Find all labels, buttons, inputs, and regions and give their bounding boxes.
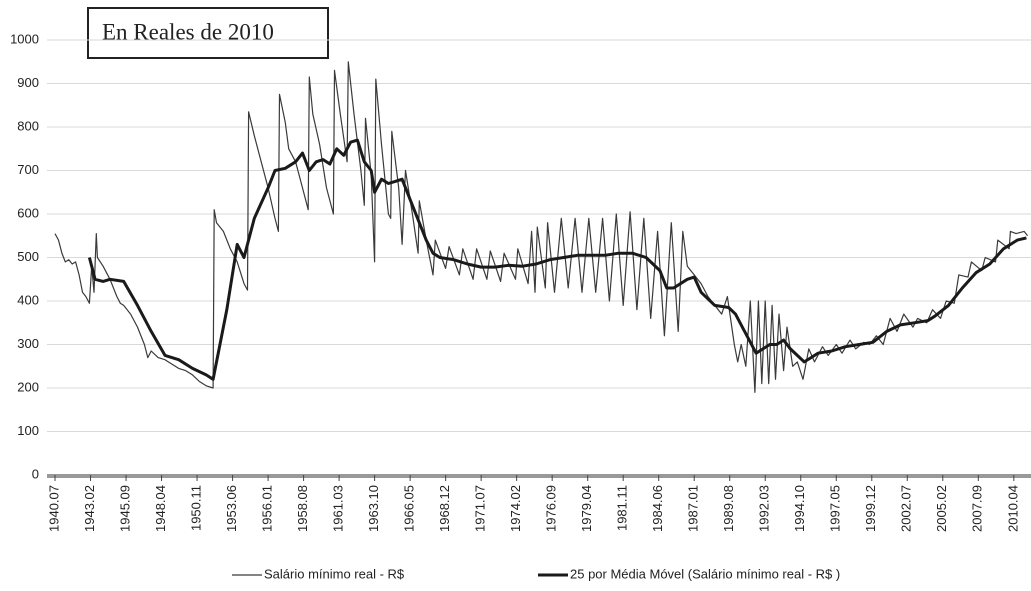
y-tick-label: 800 (17, 118, 39, 133)
y-tick-label: 600 (17, 205, 39, 220)
y-tick-label: 200 (17, 379, 39, 394)
x-tick-label: 1958.08 (295, 485, 310, 532)
x-axis (47, 474, 1031, 478)
x-tick-label: 1940.07 (46, 485, 61, 532)
x-tick-label: 1945.09 (117, 485, 132, 532)
x-tick-label: 1997.05 (828, 485, 843, 532)
chart-title: En Reales de 2010 (102, 19, 274, 44)
x-tick-label: 1989.08 (721, 485, 736, 532)
x-tick-label: 2007.09 (970, 485, 985, 532)
x-tick-label: 1956.01 (260, 485, 275, 532)
title-box (87, 7, 329, 59)
x-tick-label: 1974.02 (508, 485, 523, 532)
y-tick-label: 500 (17, 249, 39, 264)
legend-label: 25 por Média Móvel (Salário mínimo real … (570, 566, 840, 581)
x-tick-label: 1953.06 (224, 485, 239, 532)
y-tick-label: 1000 (10, 31, 39, 46)
y-tick-label: 300 (17, 336, 39, 351)
series-line (54, 61, 1029, 393)
x-tick-label: 1961.03 (331, 485, 346, 532)
x-tick-label: 1966.05 (402, 485, 417, 532)
x-tick-label: 1950.11 (189, 485, 204, 531)
series-line (87, 138, 1027, 381)
x-tick-label: 1948.04 (153, 485, 168, 532)
x-tick-label: 1984.06 (650, 485, 665, 532)
x-tick-label: 1976.09 (544, 485, 559, 532)
legend-label: Salário mínimo real - R$ (264, 566, 405, 581)
x-tick-label: 1943.02 (82, 485, 97, 532)
x-tick-label: 1987.01 (686, 485, 701, 532)
x-tick-label: 1971.07 (473, 485, 488, 532)
x-tick-label: 1963.10 (366, 485, 381, 532)
x-tick-label: 2010.04 (1005, 485, 1020, 532)
y-tick-label: 100 (17, 423, 39, 438)
y-tick-label: 900 (17, 75, 39, 90)
x-tick-label: 1992.03 (757, 485, 772, 532)
x-tick-label: 1994.10 (792, 485, 807, 532)
x-tick-label: 1979.04 (579, 485, 594, 532)
x-tick-label: 1999.12 (863, 485, 878, 532)
x-tick-label: 2005.02 (934, 485, 949, 532)
y-tick-label: 400 (17, 292, 39, 307)
y-tick-label: 0 (32, 466, 39, 481)
x-tick-label: 1968.12 (437, 485, 452, 532)
x-tick-label: 1981.11 (615, 485, 630, 531)
y-tick-label: 700 (17, 162, 39, 177)
x-tick-label: 2002.07 (899, 485, 914, 532)
